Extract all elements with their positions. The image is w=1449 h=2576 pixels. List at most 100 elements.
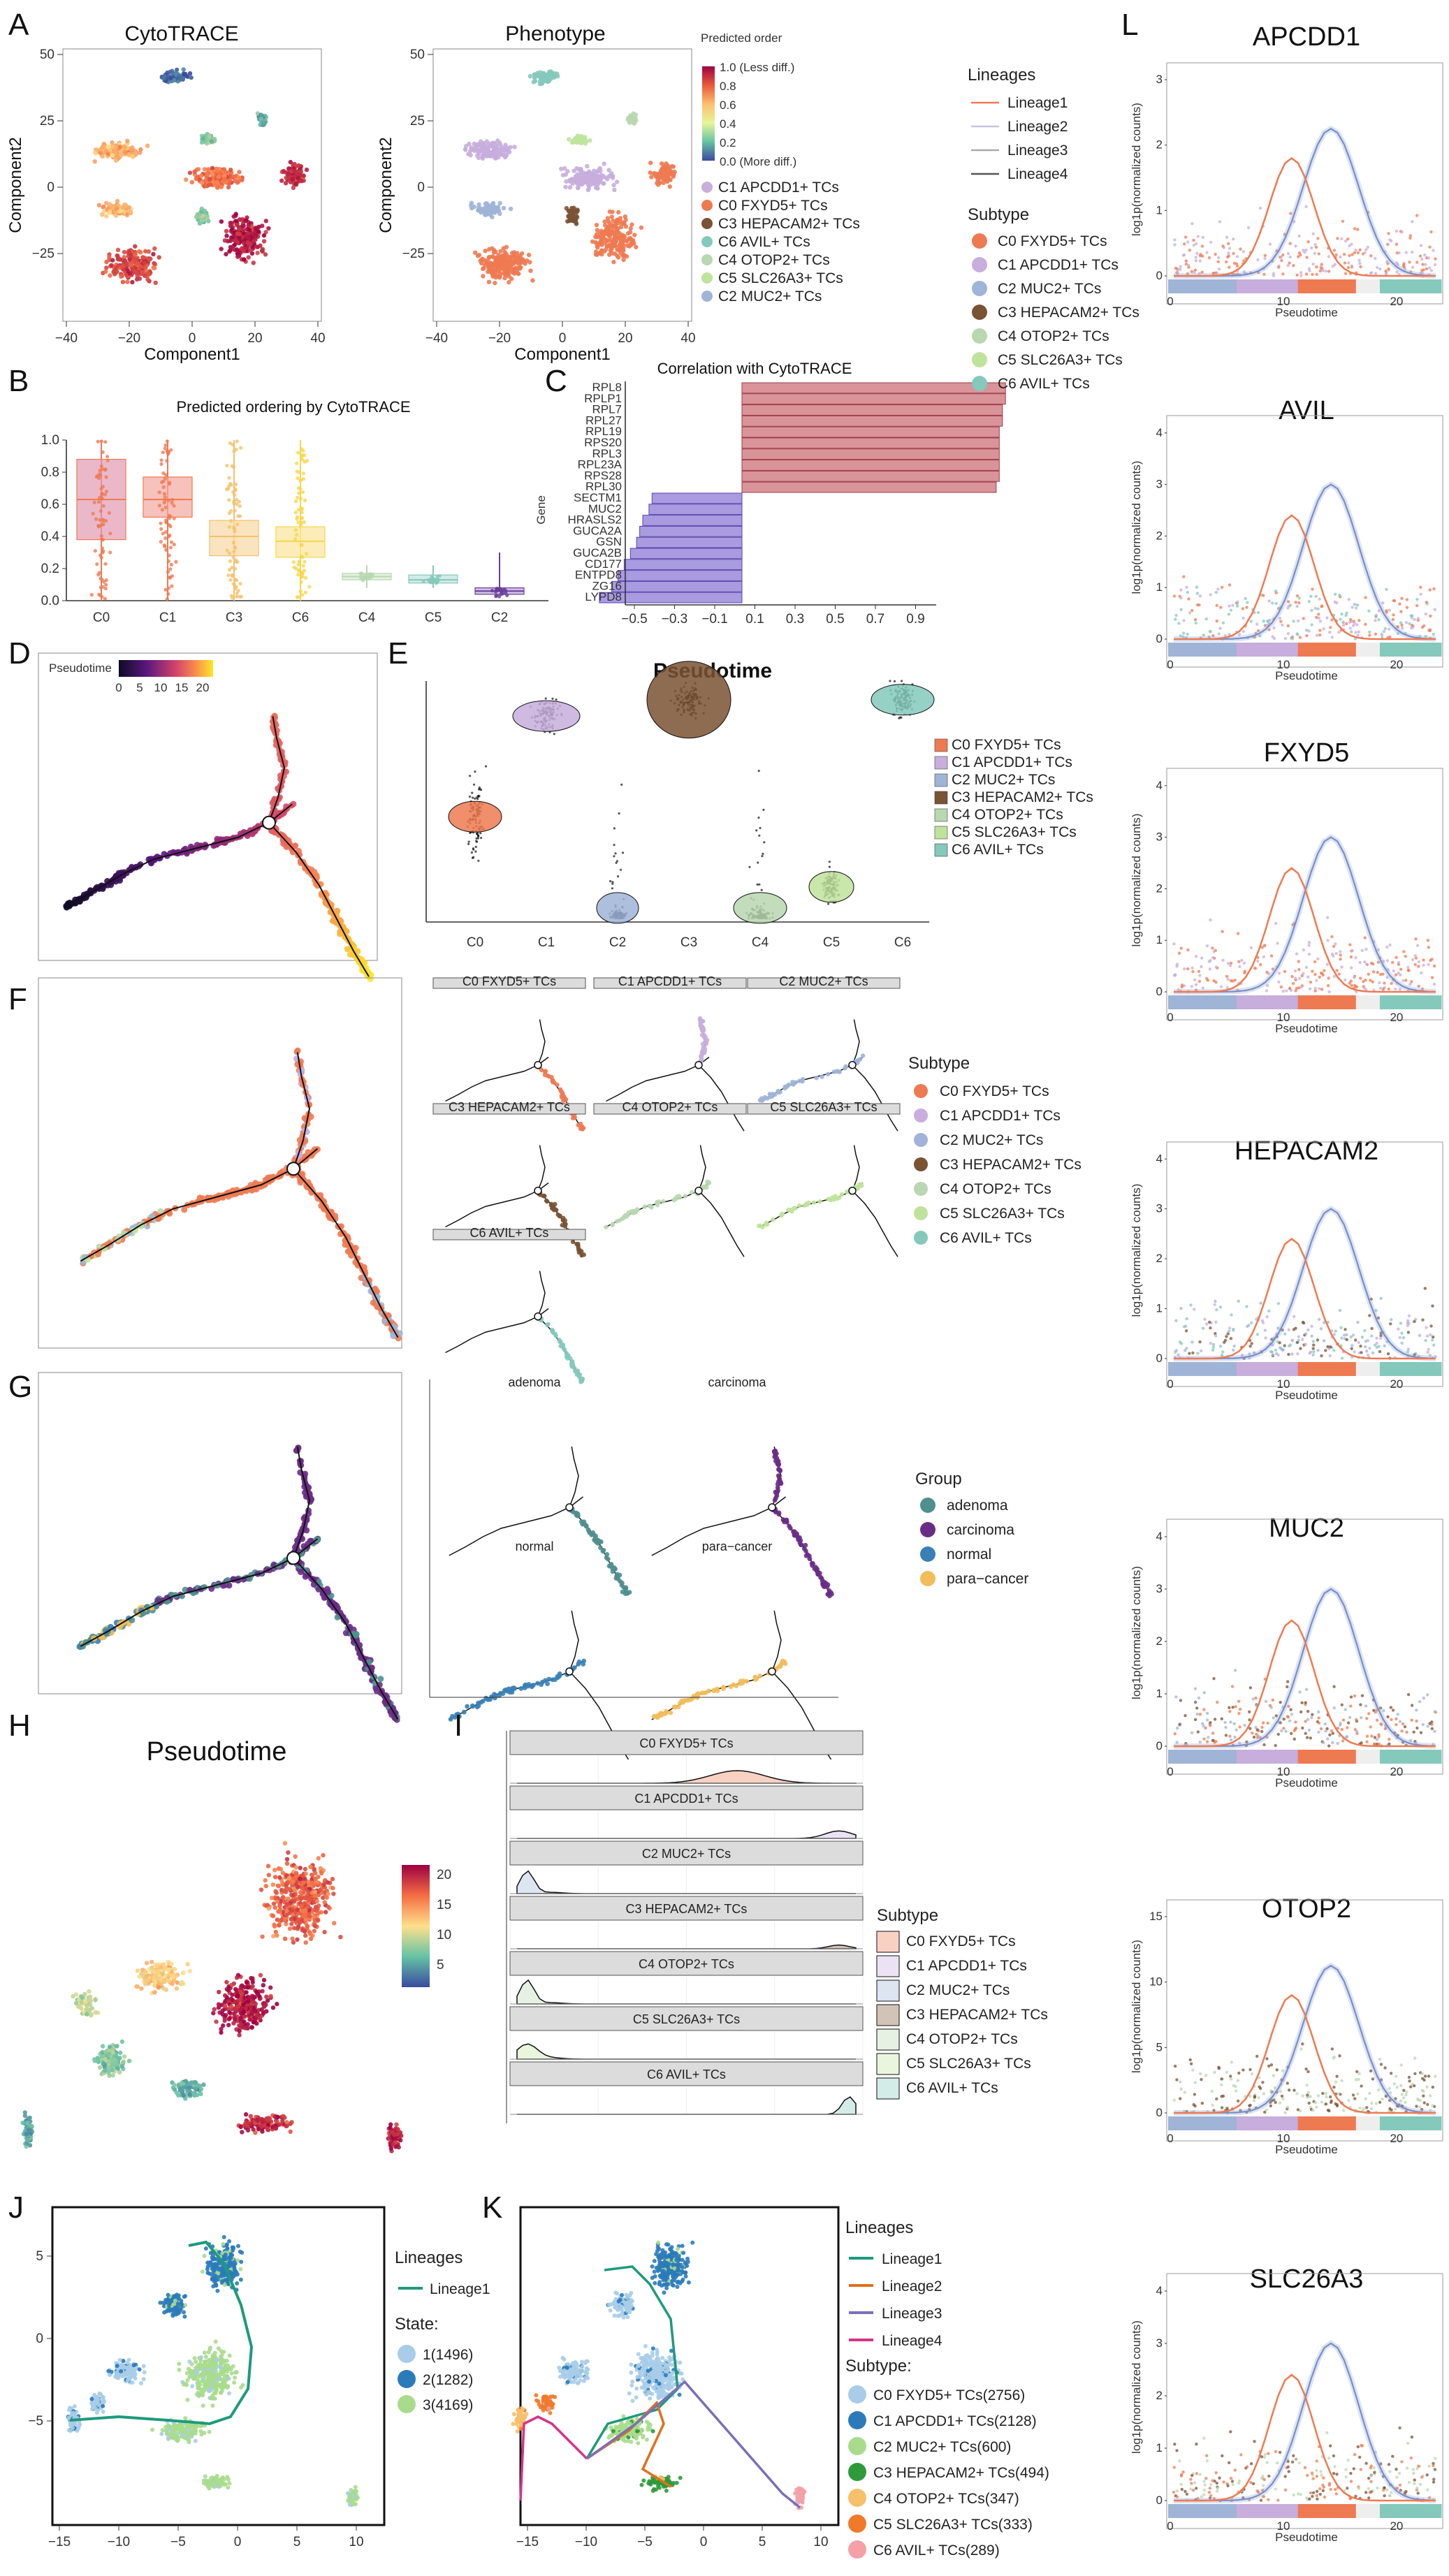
- facet-trajectory-line: [852, 1190, 898, 1257]
- cytotrace-point: [152, 265, 157, 270]
- facet-point: [542, 1072, 548, 1078]
- phenotype-point: [666, 168, 671, 173]
- cytotrace-point: [170, 68, 175, 73]
- cytotrace-point: [107, 255, 112, 260]
- legend-label: C0 FXYD5+ TCs: [718, 198, 828, 214]
- phenotype-point: [621, 257, 626, 263]
- box-point: [163, 476, 167, 481]
- phenotype-title: Phenotype: [505, 22, 605, 45]
- facet-title: C0 FXYD5+ TCs: [463, 974, 556, 988]
- phenotype-point: [662, 173, 667, 179]
- legend-title: Subtype: [908, 1054, 970, 1073]
- box-point: [298, 589, 303, 594]
- violin-point: [472, 783, 476, 786]
- phenotype-point: [613, 235, 618, 240]
- cytotrace-point: [96, 203, 101, 207]
- category-label: C3: [226, 610, 242, 625]
- legend-label: C5 SLC26A3+ TCs: [718, 270, 843, 286]
- cytotrace-point: [214, 180, 219, 184]
- x-tick-label: 0: [559, 331, 567, 346]
- x-tick-label: 20: [618, 331, 632, 346]
- phenotype-point: [507, 258, 512, 263]
- box-point: [431, 580, 435, 585]
- cytotrace-point: [261, 233, 267, 238]
- box-point: [303, 559, 307, 564]
- cytotrace-point: [120, 205, 126, 210]
- cytotrace-point: [234, 222, 239, 227]
- cytotrace-point: [224, 228, 229, 234]
- legend-swatch: [934, 826, 948, 840]
- cytotrace-point: [156, 255, 161, 260]
- cytotrace-point: [261, 239, 267, 244]
- cytotrace-point: [143, 265, 148, 270]
- phenotype-point: [571, 205, 576, 210]
- category-label: C0: [93, 610, 110, 625]
- phenotype-point: [629, 222, 634, 227]
- box-point: [299, 575, 303, 579]
- phenotype-point: [508, 206, 514, 212]
- cytotrace-point: [128, 209, 133, 214]
- cytotrace-point: [114, 266, 119, 271]
- y-tick-label: 0: [417, 180, 425, 195]
- facet-point: [557, 1338, 562, 1342]
- box-point: [297, 568, 301, 573]
- violin-point: [609, 880, 612, 883]
- facet-point: [579, 1378, 585, 1383]
- y-tick-label: 0.0: [41, 594, 59, 608]
- facet-trajectory-line: [537, 1145, 546, 1192]
- box-point: [98, 469, 102, 473]
- box-point: [97, 592, 101, 597]
- cytotrace-point: [231, 235, 236, 240]
- violin-point: [553, 733, 555, 736]
- x-tick-label: −40: [55, 331, 78, 346]
- facet-trajectory-line: [537, 1271, 546, 1317]
- facet-point: [625, 1213, 631, 1217]
- box-point: [298, 523, 303, 527]
- correlation-bar: [648, 504, 743, 515]
- box-point: [231, 555, 235, 559]
- box-point: [235, 497, 239, 502]
- box-point: [299, 447, 303, 451]
- phenotype-point: [483, 249, 488, 254]
- box-point: [172, 504, 176, 508]
- correlation-bar: [611, 580, 743, 592]
- phenotype-point: [595, 244, 600, 249]
- box-point: [233, 492, 237, 497]
- box-point: [163, 505, 168, 509]
- facet-point: [701, 1051, 707, 1055]
- pseudotime-point: [290, 800, 297, 807]
- box-point: [227, 568, 231, 572]
- violin-point: [889, 680, 891, 682]
- cytotrace-point: [279, 178, 284, 183]
- box-point: [103, 440, 108, 444]
- phenotype-point: [494, 256, 499, 261]
- legend-label: C1 APCDD1+ TCs: [940, 1108, 1061, 1124]
- violin-point: [900, 716, 903, 719]
- cytotrace-point: [255, 111, 261, 116]
- box-point: [227, 525, 231, 529]
- facet-point: [825, 1071, 831, 1077]
- phenotype-point: [491, 205, 496, 210]
- cytotrace-point: [125, 268, 130, 272]
- violin-point: [759, 826, 762, 830]
- cytotrace-point: [147, 257, 152, 262]
- box-point: [300, 592, 305, 597]
- facet-point: [793, 1206, 798, 1210]
- box-point: [101, 549, 105, 553]
- violin: [871, 684, 935, 716]
- phenotype-point: [525, 258, 530, 263]
- box-point: [228, 559, 233, 564]
- x-axis-label: Component1: [514, 345, 610, 364]
- box-point: [360, 573, 364, 578]
- violin-point: [827, 902, 830, 905]
- cytotrace-point: [114, 206, 119, 211]
- box-point: [490, 588, 495, 593]
- facet-trajectory-line: [698, 1064, 745, 1132]
- facet-point: [699, 1057, 704, 1062]
- box-point: [108, 532, 112, 536]
- cytotrace-point: [246, 231, 251, 236]
- panel-label-d: D: [8, 636, 31, 671]
- facet-point: [610, 1222, 616, 1227]
- box-point: [170, 501, 174, 505]
- facet-point: [858, 1057, 863, 1062]
